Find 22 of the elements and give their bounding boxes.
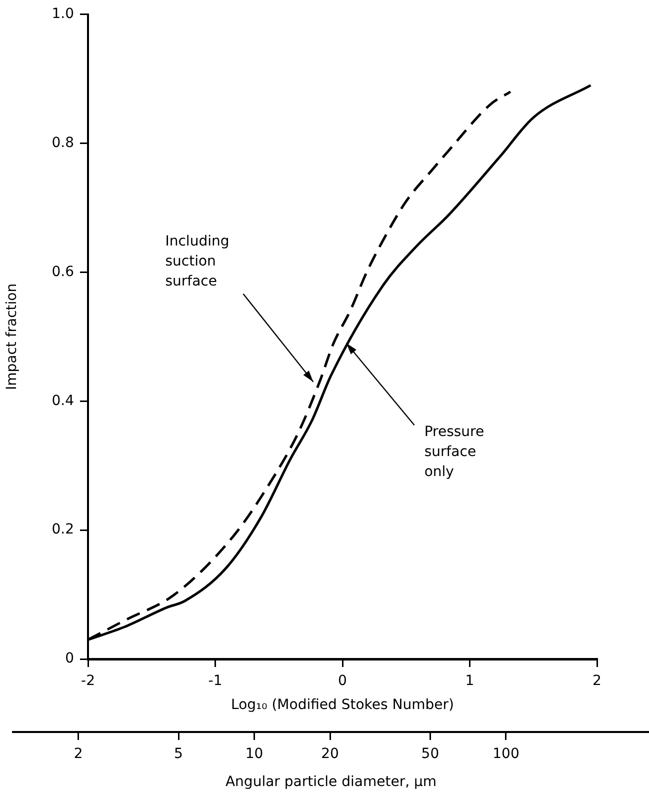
x2-axis-title: Angular particle diameter, µm [225, 774, 437, 790]
x2-tick-label: 5 [174, 746, 183, 762]
x2-tick-label: 2 [74, 746, 83, 762]
y-tick-label: 1.0 [52, 6, 74, 22]
annotation: Pressure surface only [424, 424, 484, 480]
x-tick-label: 1 [465, 673, 474, 690]
x-tick-label: 0 [338, 673, 347, 690]
x-axis-title: Log₁₀ (Modified Stokes Number) [231, 697, 454, 714]
x2-tick-label: 10 [245, 746, 264, 762]
x2-tick-label: 50 [421, 746, 440, 762]
y-tick-label: 0.4 [52, 392, 74, 409]
x2-tick-label: 20 [321, 746, 339, 762]
x-tick-label: -1 [208, 673, 222, 690]
y-tick-label: 0.2 [52, 522, 74, 538]
y-tick-label: 0 [65, 650, 74, 667]
y-tick-label: 0.6 [52, 264, 74, 280]
annotation: Including suction surface [165, 233, 230, 290]
x-tick-label: 2 [592, 673, 602, 690]
y-axis-title: Impact fraction [4, 283, 20, 390]
x-tick-label: -2 [81, 673, 95, 690]
x2-tick-label: 100 [492, 746, 520, 762]
y-tick-label: 0.8 [52, 134, 74, 151]
